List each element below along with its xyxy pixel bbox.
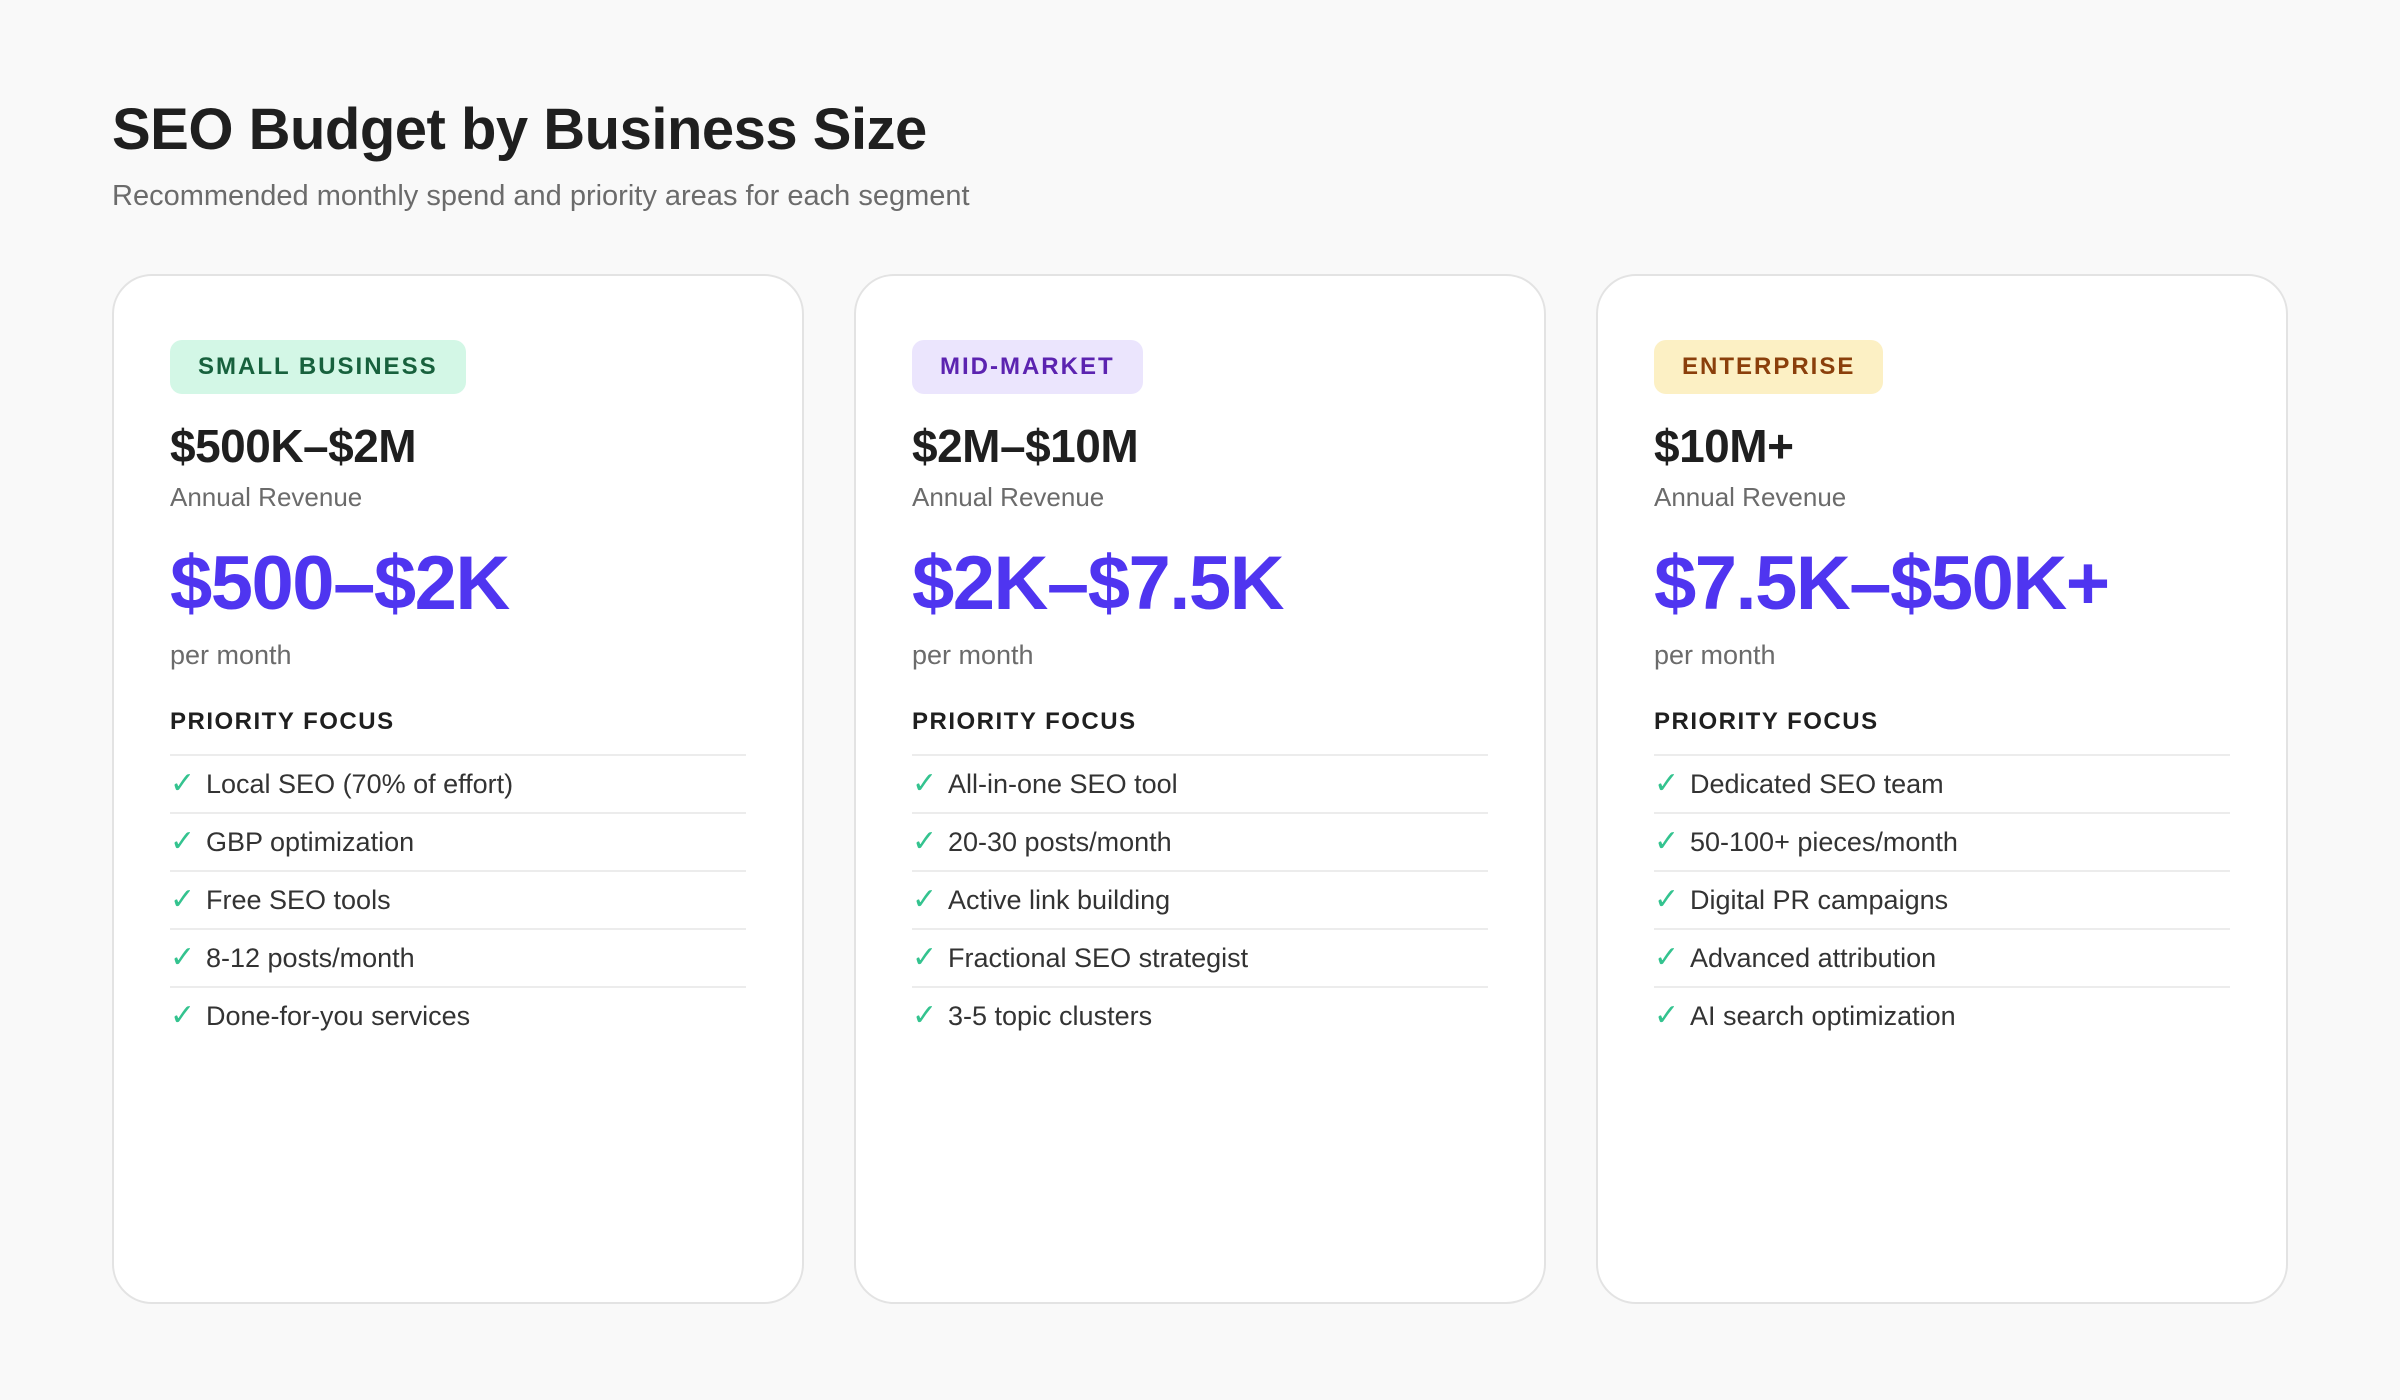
segment-badge: SMALL BUSINESS: [170, 340, 466, 394]
priority-focus-list: ✓ All-in-one SEO tool ✓ 20-30 posts/month …: [912, 754, 1488, 1044]
list-item-label: All-in-one SEO tool: [948, 768, 1178, 799]
list-item-label: Active link building: [948, 884, 1171, 915]
checkmark-icon: ✓: [1654, 825, 1680, 858]
list-item-label: Digital PR campaigns: [1690, 884, 1949, 915]
list-item: ✓ AI search optimization: [1654, 988, 2230, 1044]
segment-card-enterprise: ENTERPRISE $10M+ Annual Revenue $7.5K–$5…: [1596, 274, 2288, 1304]
list-item-label: 20-30 posts/month: [948, 826, 1172, 857]
list-item: ✓ Free SEO tools: [170, 872, 746, 930]
checkmark-icon: ✓: [1654, 941, 1680, 974]
revenue-label: Annual Revenue: [170, 482, 363, 512]
list-item: ✓ All-in-one SEO tool: [912, 756, 1488, 814]
list-item-label: Fractional SEO strategist: [948, 942, 1249, 973]
list-item: ✓ Dedicated SEO team: [1654, 756, 2230, 814]
segment-card-small-business: SMALL BUSINESS $500K–$2M Annual Revenue …: [112, 274, 804, 1304]
checkmark-icon: ✓: [912, 999, 938, 1032]
list-item-label: Dedicated SEO team: [1690, 768, 1944, 799]
list-item-label: Advanced attribution: [1690, 942, 1937, 973]
priority-focus-heading: PRIORITY FOCUS: [1654, 708, 1879, 735]
list-item: ✓ GBP optimization: [170, 814, 746, 872]
checkmark-icon: ✓: [1654, 999, 1680, 1032]
priority-focus-list: ✓ Dedicated SEO team ✓ 50-100+ pieces/mont…: [1654, 754, 2230, 1044]
monthly-spend: $500–$2K: [170, 541, 510, 626]
segment-badge: MID-MARKET: [912, 340, 1143, 394]
list-item-label: 8-12 posts/month: [206, 942, 415, 973]
page-title: SEO Budget by Business Size: [112, 97, 927, 162]
list-item: ✓ Local SEO (70% of effort): [170, 756, 746, 814]
checkmark-icon: ✓: [170, 999, 196, 1032]
priority-focus-list: ✓ Local SEO (70% of effort) ✓ GBP optimiza…: [170, 754, 746, 1044]
segment-card-mid-market: MID-MARKET $2M–$10M Annual Revenue $2K–$…: [854, 274, 1546, 1304]
revenue-label: Annual Revenue: [1654, 482, 1847, 512]
priority-focus-heading: PRIORITY FOCUS: [912, 708, 1137, 735]
checkmark-icon: ✓: [170, 767, 196, 800]
spend-unit: per month: [170, 640, 292, 670]
list-item: ✓ Done-for-you services: [170, 988, 746, 1044]
revenue-label: Annual Revenue: [912, 482, 1105, 512]
list-item-label: Done-for-you services: [206, 1000, 471, 1031]
list-item: ✓ Fractional SEO strategist: [912, 930, 1488, 988]
checkmark-icon: ✓: [912, 883, 938, 916]
list-item: ✓ 50-100+ pieces/month: [1654, 814, 2230, 872]
revenue-range: $10M+: [1654, 420, 1794, 472]
list-item-label: AI search optimization: [1690, 1000, 1956, 1031]
list-item-label: GBP optimization: [206, 826, 415, 857]
checkmark-icon: ✓: [1654, 883, 1680, 916]
spend-unit: per month: [912, 640, 1034, 670]
checkmark-icon: ✓: [912, 767, 938, 800]
list-item: ✓ 20-30 posts/month: [912, 814, 1488, 872]
checkmark-icon: ✓: [170, 825, 196, 858]
segment-badge: ENTERPRISE: [1654, 340, 1884, 394]
list-item-label: Free SEO tools: [206, 884, 391, 915]
list-item-label: 3-5 topic clusters: [948, 1000, 1153, 1031]
checkmark-icon: ✓: [912, 825, 938, 858]
checkmark-icon: ✓: [912, 941, 938, 974]
card-grid: SMALL BUSINESS $500K–$2M Annual Revenue …: [112, 274, 2288, 1304]
checkmark-icon: ✓: [1654, 767, 1680, 800]
list-item: ✓ 8-12 posts/month: [170, 930, 746, 988]
checkmark-icon: ✓: [170, 941, 196, 974]
list-item: ✓ 3-5 topic clusters: [912, 988, 1488, 1044]
priority-focus-heading: PRIORITY FOCUS: [170, 708, 395, 735]
page-subtitle: Recommended monthly spend and priority a…: [112, 180, 970, 212]
revenue-range: $500K–$2M: [170, 420, 417, 472]
spend-unit: per month: [1654, 640, 1776, 670]
list-item: ✓ Digital PR campaigns: [1654, 872, 2230, 930]
monthly-spend: $2K–$7.5K: [912, 541, 1285, 626]
list-item-label: 50-100+ pieces/month: [1690, 826, 1958, 857]
checkmark-icon: ✓: [170, 883, 196, 916]
list-item: ✓ Active link building: [912, 872, 1488, 930]
revenue-range: $2M–$10M: [912, 420, 1139, 472]
list-item-label: Local SEO (70% of effort): [206, 768, 514, 799]
monthly-spend: $7.5K–$50K+: [1654, 541, 2110, 626]
list-item: ✓ Advanced attribution: [1654, 930, 2230, 988]
